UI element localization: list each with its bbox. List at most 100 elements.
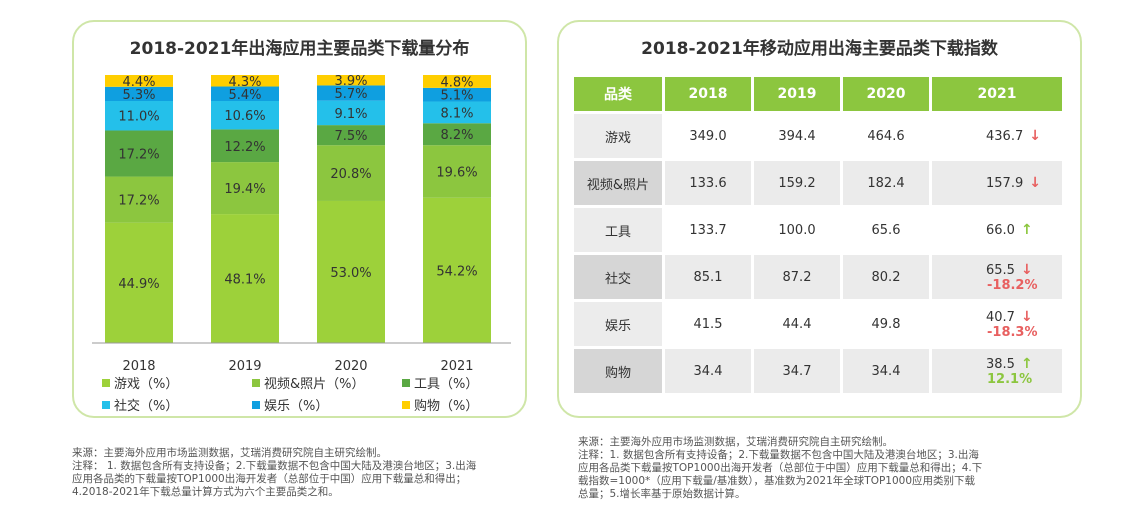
table-row: 游戏 349.0 394.4 464.6 436.7 ↓ [574,114,1062,158]
bar-value-label: 8.1% [440,106,473,121]
value-text: 157.9 [986,176,1024,191]
bar-segment [317,75,385,86]
value-text: 85.1 [693,269,723,285]
download-index-table: 品类 2018 2019 2020 2021 游戏 349.0 394.4 464.6 436.… [571,74,1065,396]
value-text: 394.4 [778,128,816,144]
category-cell: 视频&照片 [574,161,662,205]
bar-value-label: 5.1% [440,89,473,104]
table-row: 视频&照片 133.6 159.2 182.4 157.9 ↓ [574,161,1062,205]
legend-item: 社交（%） [102,395,178,414]
bar-segment [317,85,385,101]
arrow-down-icon: ↓ [1029,128,1041,144]
bar-value-label: 53.0% [330,266,371,281]
bar-segment [423,197,491,343]
value-text: 133.7 [689,222,727,238]
value-text: 34.4 [693,363,723,379]
value-cell: 182.4 [843,161,929,205]
arrow-up-icon: ↑ [1020,222,1033,238]
value-text: 34.4 [871,363,901,379]
bar-segment [211,75,279,87]
arrow-down-icon: ↓ [1020,261,1033,278]
table-row: 购物 34.4 34.7 34.4 38.5 ↑12.1% [574,349,1062,393]
value-text: 38.5 [986,356,1015,372]
value-text: 159.2 [778,175,816,191]
value-text: 40.7 [986,309,1015,325]
bar-value-label: 9.1% [334,107,367,122]
value-cell: 464.6 [843,114,929,158]
bar-value-label: 5.3% [122,88,155,103]
legend-label: 工具（%） [414,377,479,392]
bar-segment [211,129,279,163]
legend-label: 视频&照片（%） [264,377,365,392]
bar-value-label: 10.6% [224,109,265,124]
value-cell: 65.5 ↓-18.2% [932,255,1062,299]
value-cell: 41.5 [665,302,751,346]
bar-segment [317,100,385,126]
note-line: 应用各品类的下载量按TOP1000出海开发者（总部位于中国）应用下载量总和得出； [72,473,467,485]
x-tick-label: 2019 [228,359,261,374]
note-line: 应用各品类下载量按TOP1000出海开发者（总部位于中国）应用下载量总和得出；4… [578,462,983,474]
value-text: 65.5 [986,262,1015,278]
legend-swatch [402,400,410,409]
stacked-bar-chart: 44.9% 17.2% 17.2% 11.0% 5.3%4.4% 2018 48.1% 19.… [92,74,511,374]
bar-segment [105,75,173,87]
bar-segment [317,200,385,343]
value-text: 49.8 [871,316,901,332]
value-text: 182.4 [867,175,905,191]
value-text: 100.0 [778,222,816,238]
bar-segment [211,86,279,101]
x-tick-label: 2020 [334,359,367,374]
bar-segment [317,125,385,146]
category-cell: 娱乐 [574,302,662,346]
table-row: 工具 133.7 100.0 65.6 66.0 ↑ [574,208,1062,252]
bar-segment [105,176,173,223]
value-text: 133.6 [689,175,727,191]
legend-swatch [102,378,110,387]
bar-value-label: 3.9% [334,74,367,89]
note-line: 来源：主要海外应用市场监测数据，艾瑞消费研究院自主研究绘制。 [72,447,387,459]
growth-rate: 12.1% [987,371,1033,387]
x-tick-label: 2021 [440,359,473,374]
legend-swatch [402,378,410,387]
bar-segment [423,145,491,198]
legend-label: 购物（%） [414,399,479,414]
bar-value-label: 5.7% [334,87,367,102]
legend-item: 工具（%） [402,373,478,392]
table-column-header: 2019 [754,77,840,111]
category-cell: 游戏 [574,114,662,158]
note-line: 注释： 1. 数据包含所有支持设备；2.下载量数据不包含中国大陆及港澳台地区；3… [72,460,477,472]
value-cell: 34.7 [754,349,840,393]
bar-segment [105,86,173,101]
value-cell: 34.4 [843,349,929,393]
bar-value-label: 48.1% [224,273,265,288]
download-index-card: 2018-2021年移动应用出海主要品类下载指数 品类 2018 2019 2020 2… [557,20,1082,418]
right-table-title: 2018-2021年移动应用出海主要品类下载指数 [641,39,998,59]
value-text: 87.2 [782,269,812,285]
bar-segment [317,145,385,201]
value-cell: 100.0 [754,208,840,252]
bar-segment [423,123,491,146]
bar-value-label: 12.2% [224,140,265,155]
left-source-note: 来源：主要海外应用市场监测数据，艾瑞消费研究院自主研究绘制。 注释： 1. 数据包… [72,447,552,499]
bar-value-label: 17.2% [118,194,159,209]
value-cell: 80.2 [843,255,929,299]
right-source-note: 来源：主要海外应用市场监测数据，艾瑞消费研究院自主研究绘制。 注释：1. 数据包含… [578,436,1078,501]
legend-item: 视频&照片（%） [252,373,365,392]
bar-value-label: 4.3% [228,75,261,90]
arrow-up-icon: ↑ [1020,355,1033,372]
table-column-header: 2018 [665,77,751,111]
x-tick-label: 2018 [122,359,155,374]
value-cell: 34.4 [665,349,751,393]
value-cell: 40.7 ↓-18.3% [932,302,1062,346]
legend-swatch [102,400,110,409]
value-cell: 65.6 [843,208,929,252]
bar-value-label: 7.5% [334,129,367,144]
bar-value-label: 8.2% [440,128,473,143]
bar-segment [423,101,491,124]
table-column-header: 品类 [574,77,662,111]
growth-rate: -18.2% [987,277,1038,293]
value-cell: 66.0 ↑ [932,208,1062,252]
note-line: 注释：1. 数据包含所有支持设备；2.下载量数据不包含中国大陆及港澳台地区；3.… [578,449,979,461]
table-row: 娱乐 41.5 44.4 49.8 40.7 ↓-18.3% [574,302,1062,346]
value-cell: 87.2 [754,255,840,299]
